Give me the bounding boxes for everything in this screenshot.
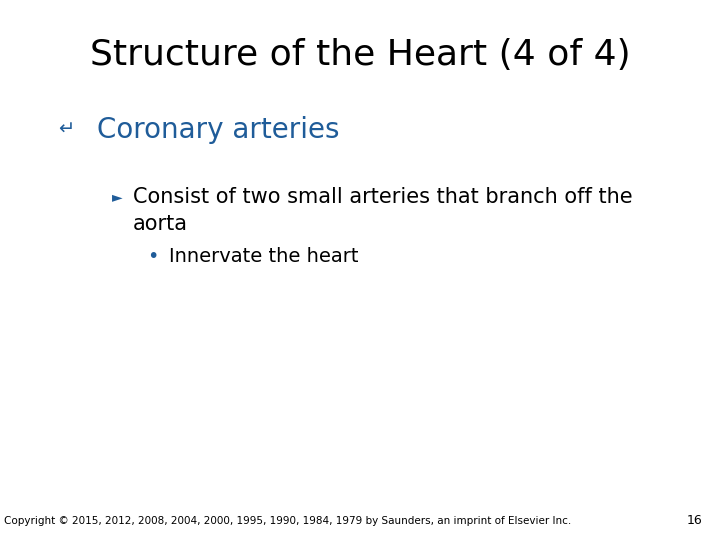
Text: Innervate the heart: Innervate the heart — [169, 247, 359, 266]
Text: Consist of two small arteries that branch off the: Consist of two small arteries that branc… — [133, 187, 633, 207]
Text: Coronary arteries: Coronary arteries — [97, 116, 340, 144]
Text: aorta: aorta — [133, 214, 188, 234]
Text: ►: ► — [112, 190, 122, 204]
Text: •: • — [148, 247, 159, 266]
Text: ↵: ↵ — [58, 120, 74, 139]
Text: Copyright © 2015, 2012, 2008, 2004, 2000, 1995, 1990, 1984, 1979 by Saunders, an: Copyright © 2015, 2012, 2008, 2004, 2000… — [4, 516, 572, 526]
Text: 16: 16 — [686, 514, 702, 526]
Text: Structure of the Heart (4 of 4): Structure of the Heart (4 of 4) — [90, 38, 630, 72]
